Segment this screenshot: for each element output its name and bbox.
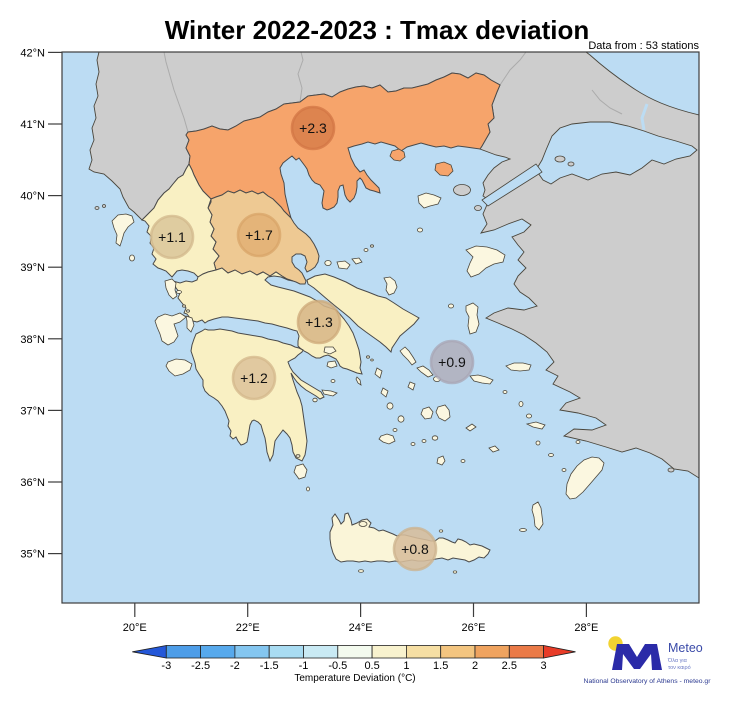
svg-text:-0.5: -0.5 bbox=[328, 660, 347, 672]
svg-text:-1: -1 bbox=[299, 660, 309, 672]
svg-text:-2: -2 bbox=[230, 660, 240, 672]
svg-text:22°E: 22°E bbox=[236, 622, 260, 634]
svg-text:36°N: 36°N bbox=[20, 477, 45, 489]
svg-text:1: 1 bbox=[403, 660, 409, 672]
svg-text:24°E: 24°E bbox=[349, 622, 373, 634]
svg-text:-2.5: -2.5 bbox=[191, 660, 210, 672]
svg-text:+0.8: +0.8 bbox=[401, 541, 429, 557]
svg-text:+1.3: +1.3 bbox=[305, 314, 333, 330]
svg-text:26°E: 26°E bbox=[462, 622, 486, 634]
svg-text:+1.1: +1.1 bbox=[158, 229, 186, 245]
svg-text:39°N: 39°N bbox=[20, 262, 45, 274]
svg-text:+1.2: +1.2 bbox=[240, 370, 268, 386]
svg-text:National Observatory of Athens: National Observatory of Athens - meteo.g… bbox=[584, 678, 712, 685]
svg-text:-1.5: -1.5 bbox=[260, 660, 279, 672]
svg-text:42°N: 42°N bbox=[20, 47, 45, 59]
svg-text:τον καιρό: τον καιρό bbox=[668, 664, 691, 671]
svg-text:Meteo: Meteo bbox=[668, 641, 703, 655]
svg-text:0.5: 0.5 bbox=[364, 660, 379, 672]
svg-text:28°E: 28°E bbox=[574, 622, 598, 634]
svg-text:37°N: 37°N bbox=[20, 405, 45, 417]
svg-text:41°N: 41°N bbox=[20, 119, 45, 131]
svg-text:+1.7: +1.7 bbox=[245, 227, 273, 243]
svg-text:+2.3: +2.3 bbox=[299, 120, 327, 136]
svg-text:20°E: 20°E bbox=[123, 622, 147, 634]
svg-text:1.5: 1.5 bbox=[433, 660, 448, 672]
svg-text:-3: -3 bbox=[161, 660, 171, 672]
svg-text:Temperature Deviation (°C): Temperature Deviation (°C) bbox=[294, 673, 415, 684]
svg-text:35°N: 35°N bbox=[20, 549, 45, 561]
svg-text:Όλα για: Όλα για bbox=[667, 658, 688, 664]
svg-text:Winter 2022-2023 : Tmax deviat: Winter 2022-2023 : Tmax deviation bbox=[165, 15, 590, 45]
svg-text:38°N: 38°N bbox=[20, 334, 45, 346]
svg-text:40°N: 40°N bbox=[20, 191, 45, 203]
svg-text:+0.9: +0.9 bbox=[438, 354, 466, 370]
svg-text:Data from : 53 stations: Data from : 53 stations bbox=[588, 40, 699, 52]
svg-text:3: 3 bbox=[541, 660, 547, 672]
svg-text:2: 2 bbox=[472, 660, 478, 672]
svg-text:2.5: 2.5 bbox=[502, 660, 517, 672]
